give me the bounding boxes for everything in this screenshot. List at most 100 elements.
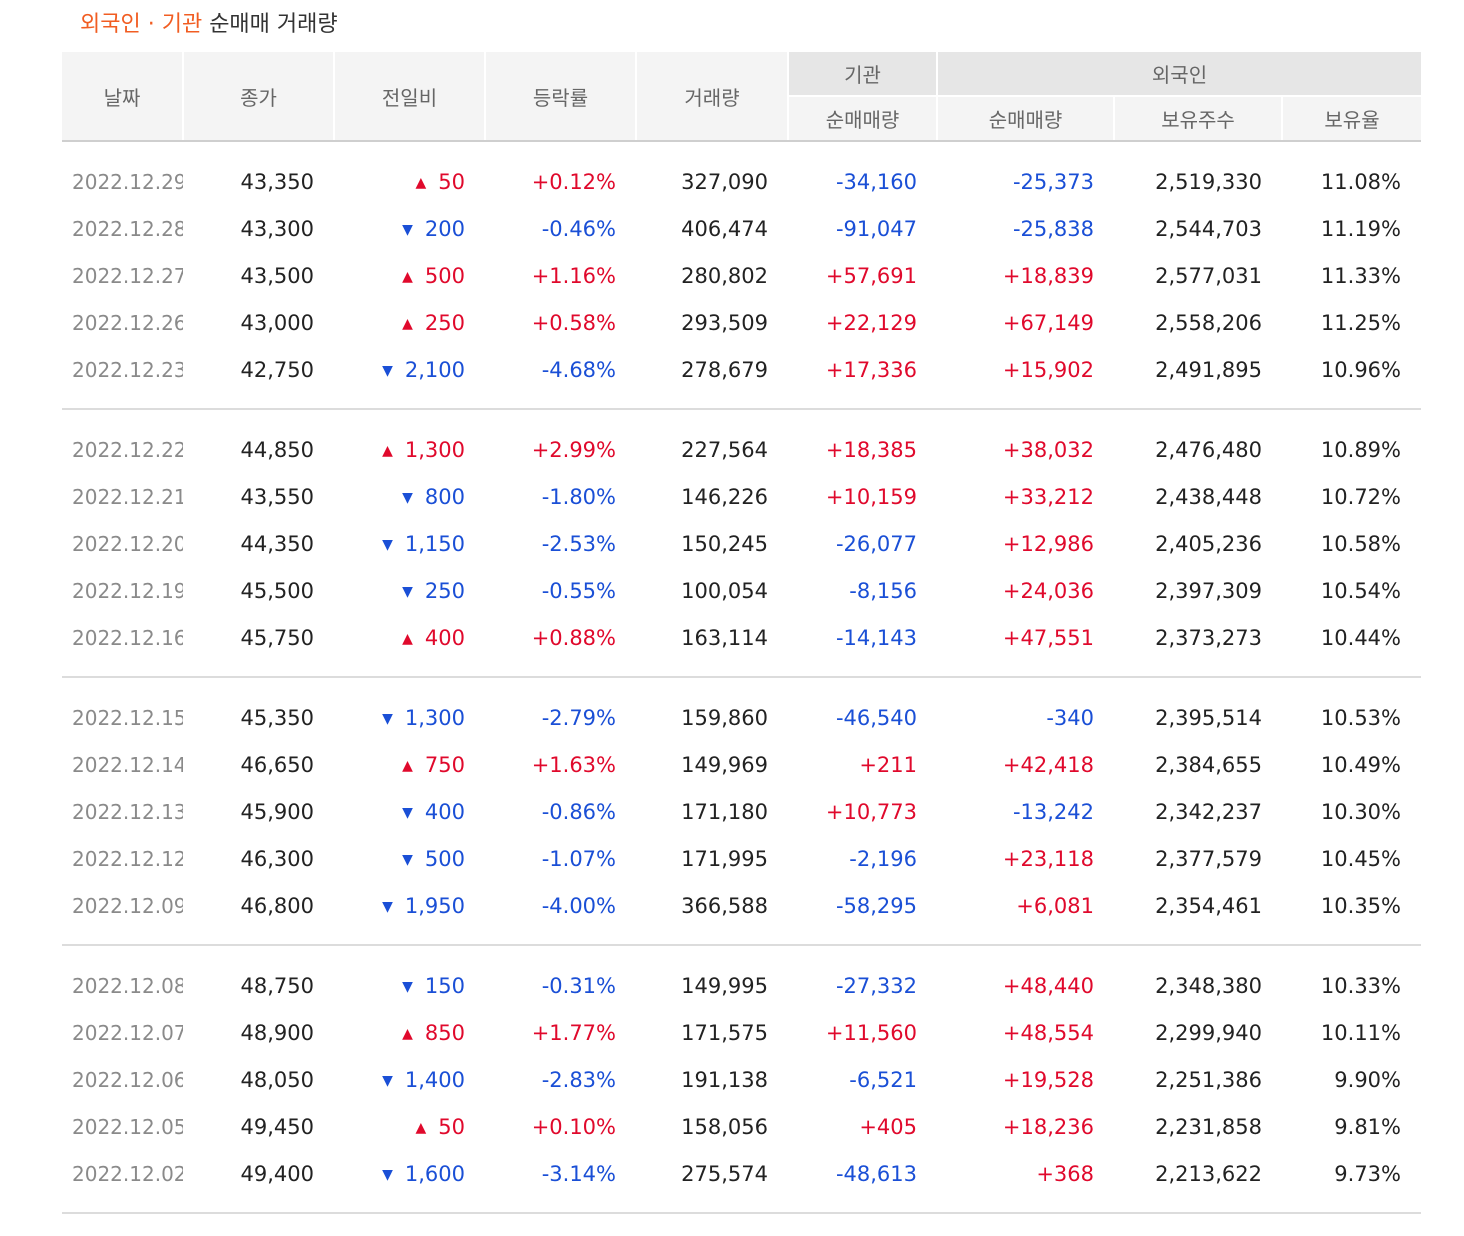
date-cell: 2022.12.26 [72, 310, 183, 335]
foreign-net-cell: +42,418 [1002, 752, 1094, 777]
change-value: 500 [424, 846, 465, 871]
volume-cell: 171,180 [681, 799, 768, 824]
date-cell: 2022.12.22 [72, 437, 183, 462]
volume-cell: 278,679 [681, 357, 768, 382]
group-divider [62, 393, 1421, 410]
triangle-up-icon: ▲ [402, 315, 413, 332]
rate-cell: -0.31% [541, 973, 616, 998]
date-cell: 2022.12.20 [72, 531, 183, 556]
change-cell: ▲ 500 [334, 252, 485, 299]
volume-cell: 171,995 [681, 846, 768, 871]
table-row: 2022.12.29 43,350 ▲ 50 +0.12% 327,090 -34,160 -… [62, 158, 1421, 205]
triangle-up-icon: ▲ [402, 1025, 413, 1042]
close-price-cell: 45,750 [240, 625, 314, 650]
holding-ratio-cell: 11.33% [1320, 263, 1401, 288]
close-price-cell: 44,850 [240, 437, 314, 462]
holding-ratio-cell: 10.44% [1320, 625, 1401, 650]
foreign-net-cell: +48,440 [1002, 973, 1094, 998]
triangle-down-icon: ▼ [382, 710, 393, 727]
change-cell: ▲ 750 [334, 741, 485, 788]
change-cell: ▼ 2,100 [334, 346, 485, 393]
foreign-net-cell: +12,986 [1002, 531, 1094, 556]
rate-cell: -2.83% [541, 1067, 616, 1092]
volume-cell: 275,574 [681, 1161, 768, 1186]
holdings-cell: 2,213,622 [1155, 1161, 1262, 1186]
close-price-cell: 45,350 [240, 705, 314, 730]
date-cell: 2022.12.19 [72, 578, 183, 603]
volume-cell: 293,509 [681, 310, 768, 335]
close-price-cell: 43,300 [240, 216, 314, 241]
foreign-net-cell: -340 [1046, 705, 1094, 730]
date-cell: 2022.12.06 [72, 1067, 183, 1092]
table-row: 2022.12.15 45,350 ▼ 1,300 -2.79% 159,860 -46,5… [62, 694, 1421, 741]
institution-net-cell: -6,521 [849, 1067, 917, 1092]
holdings-cell: 2,377,579 [1155, 846, 1262, 871]
institution-net-cell: -48,613 [835, 1161, 917, 1186]
table-row: 2022.12.28 43,300 ▼ 200 -0.46% 406,474 -91,047… [62, 205, 1421, 252]
change-value: 1,600 [404, 1161, 465, 1186]
table-row: 2022.12.27 43,500 ▲ 500 +1.16% 280,802 +57,691… [62, 252, 1421, 299]
volume-cell: 366,588 [681, 893, 768, 918]
change-cell: ▼ 400 [334, 788, 485, 835]
rate-cell: -4.68% [541, 357, 616, 382]
change-cell: ▼ 1,400 [334, 1056, 485, 1103]
volume-cell: 406,474 [681, 216, 768, 241]
holding-ratio-cell: 9.81% [1334, 1114, 1401, 1139]
date-cell: 2022.12.13 [72, 799, 183, 824]
change-value: 1,950 [404, 893, 465, 918]
change-cell: ▲ 850 [334, 1009, 485, 1056]
table-row: 2022.12.08 48,750 ▼ 150 -0.31% 149,995 -27,332… [62, 962, 1421, 1009]
holding-ratio-cell: 10.33% [1320, 973, 1401, 998]
change-cell: ▲ 1,300 [334, 426, 485, 473]
volume-cell: 100,054 [681, 578, 768, 603]
header-close: 종가 [183, 52, 335, 140]
change-cell: ▲ 250 [334, 299, 485, 346]
triangle-down-icon: ▼ [402, 583, 413, 600]
change-value: 750 [424, 752, 465, 777]
rate-cell: -0.55% [541, 578, 616, 603]
date-cell: 2022.12.08 [72, 973, 183, 998]
institution-net-cell: -58,295 [835, 893, 917, 918]
table-row: 2022.12.19 45,500 ▼ 250 -0.55% 100,054 -8,156 +… [62, 567, 1421, 614]
header-foreign-net: 순매매량 [937, 95, 1115, 140]
header-rate: 등락률 [485, 52, 637, 140]
triangle-up-icon: ▲ [402, 268, 413, 285]
close-price-cell: 43,500 [240, 263, 314, 288]
table-row: 2022.12.22 44,850 ▲ 1,300 +2.99% 227,564 +18,3… [62, 426, 1421, 473]
table-row: 2022.12.06 48,050 ▼ 1,400 -2.83% 191,138 -6,52… [62, 1056, 1421, 1103]
trading-volume-table: 날짜 종가 전일비 등락률 거래량 기관 외국인 순매매량 순매매량 보유주수 … [62, 52, 1421, 1214]
triangle-up-icon: ▲ [415, 174, 427, 191]
change-cell: ▼ 500 [334, 835, 485, 882]
triangle-down-icon: ▼ [402, 851, 413, 868]
date-cell: 2022.12.14 [72, 752, 183, 777]
date-cell: 2022.12.28 [72, 216, 183, 241]
rate-cell: +2.99% [531, 437, 616, 462]
holdings-cell: 2,348,380 [1155, 973, 1262, 998]
holdings-cell: 2,405,236 [1155, 531, 1262, 556]
header-volume: 거래량 [636, 52, 789, 140]
holding-ratio-cell: 11.08% [1320, 169, 1401, 194]
header-foreign-group: 외국인 [937, 52, 1421, 97]
triangle-up-icon: ▲ [402, 630, 413, 647]
holding-ratio-cell: 10.11% [1320, 1020, 1401, 1045]
table-row: 2022.12.21 43,550 ▼ 800 -1.80% 146,226 +10,159… [62, 473, 1421, 520]
volume-cell: 149,969 [681, 752, 768, 777]
rate-cell: +0.10% [531, 1114, 616, 1139]
triangle-up-icon: ▲ [415, 1119, 427, 1136]
table-header: 날짜 종가 전일비 등락률 거래량 기관 외국인 순매매량 순매매량 보유주수 … [62, 52, 1421, 142]
foreign-net-cell: +33,212 [1002, 484, 1094, 509]
header-institution-net: 순매매량 [788, 95, 938, 140]
rate-cell: -1.07% [541, 846, 616, 871]
holding-ratio-cell: 10.54% [1320, 578, 1401, 603]
section-title-highlight: 외국인 · 기관 [80, 12, 203, 37]
date-cell: 2022.12.21 [72, 484, 183, 509]
rate-cell: -2.79% [541, 705, 616, 730]
group-spacer [62, 409, 1421, 426]
foreign-net-cell: -25,373 [1012, 169, 1094, 194]
holding-ratio-cell: 11.19% [1320, 216, 1401, 241]
close-price-cell: 49,400 [240, 1161, 314, 1186]
holdings-cell: 2,342,237 [1155, 799, 1262, 824]
date-cell: 2022.12.23 [72, 357, 183, 382]
rate-cell: +1.77% [531, 1020, 616, 1045]
change-cell: ▼ 150 [334, 962, 485, 1009]
